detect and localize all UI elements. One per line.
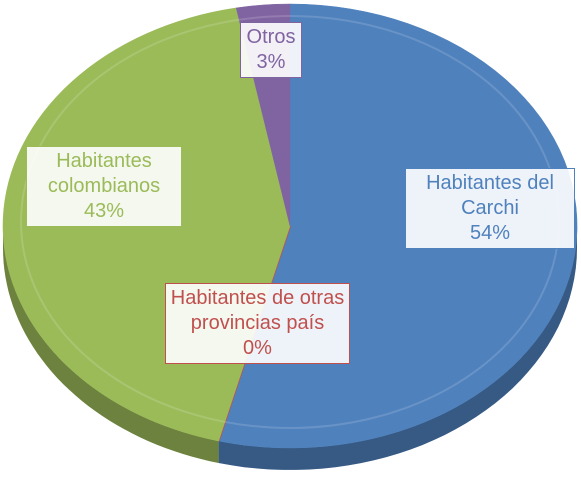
label-category: Habitantes colombianos: [47, 150, 161, 197]
label-category: Otros: [246, 26, 296, 48]
slice-side-shade: [3, 226, 219, 463]
label-value: 54%: [469, 222, 511, 244]
label-category: Habitantes del Carchi: [426, 172, 554, 219]
data-label: Habitantes de otras provincias país 0%: [165, 283, 350, 364]
label-value: 0%: [243, 337, 272, 359]
label-category: Habitantes de otras provincias país: [170, 287, 345, 334]
data-label: Habitantes del Carchi 54%: [405, 168, 575, 249]
label-value: 43%: [83, 200, 125, 222]
slice-side-shade: [218, 226, 577, 470]
slice-side: [3, 226, 219, 463]
data-label: Habitantes colombianos 43%: [26, 146, 182, 227]
data-label: Otros 3%: [240, 22, 302, 78]
slice-side: [218, 226, 577, 470]
label-value: 3%: [256, 51, 286, 73]
